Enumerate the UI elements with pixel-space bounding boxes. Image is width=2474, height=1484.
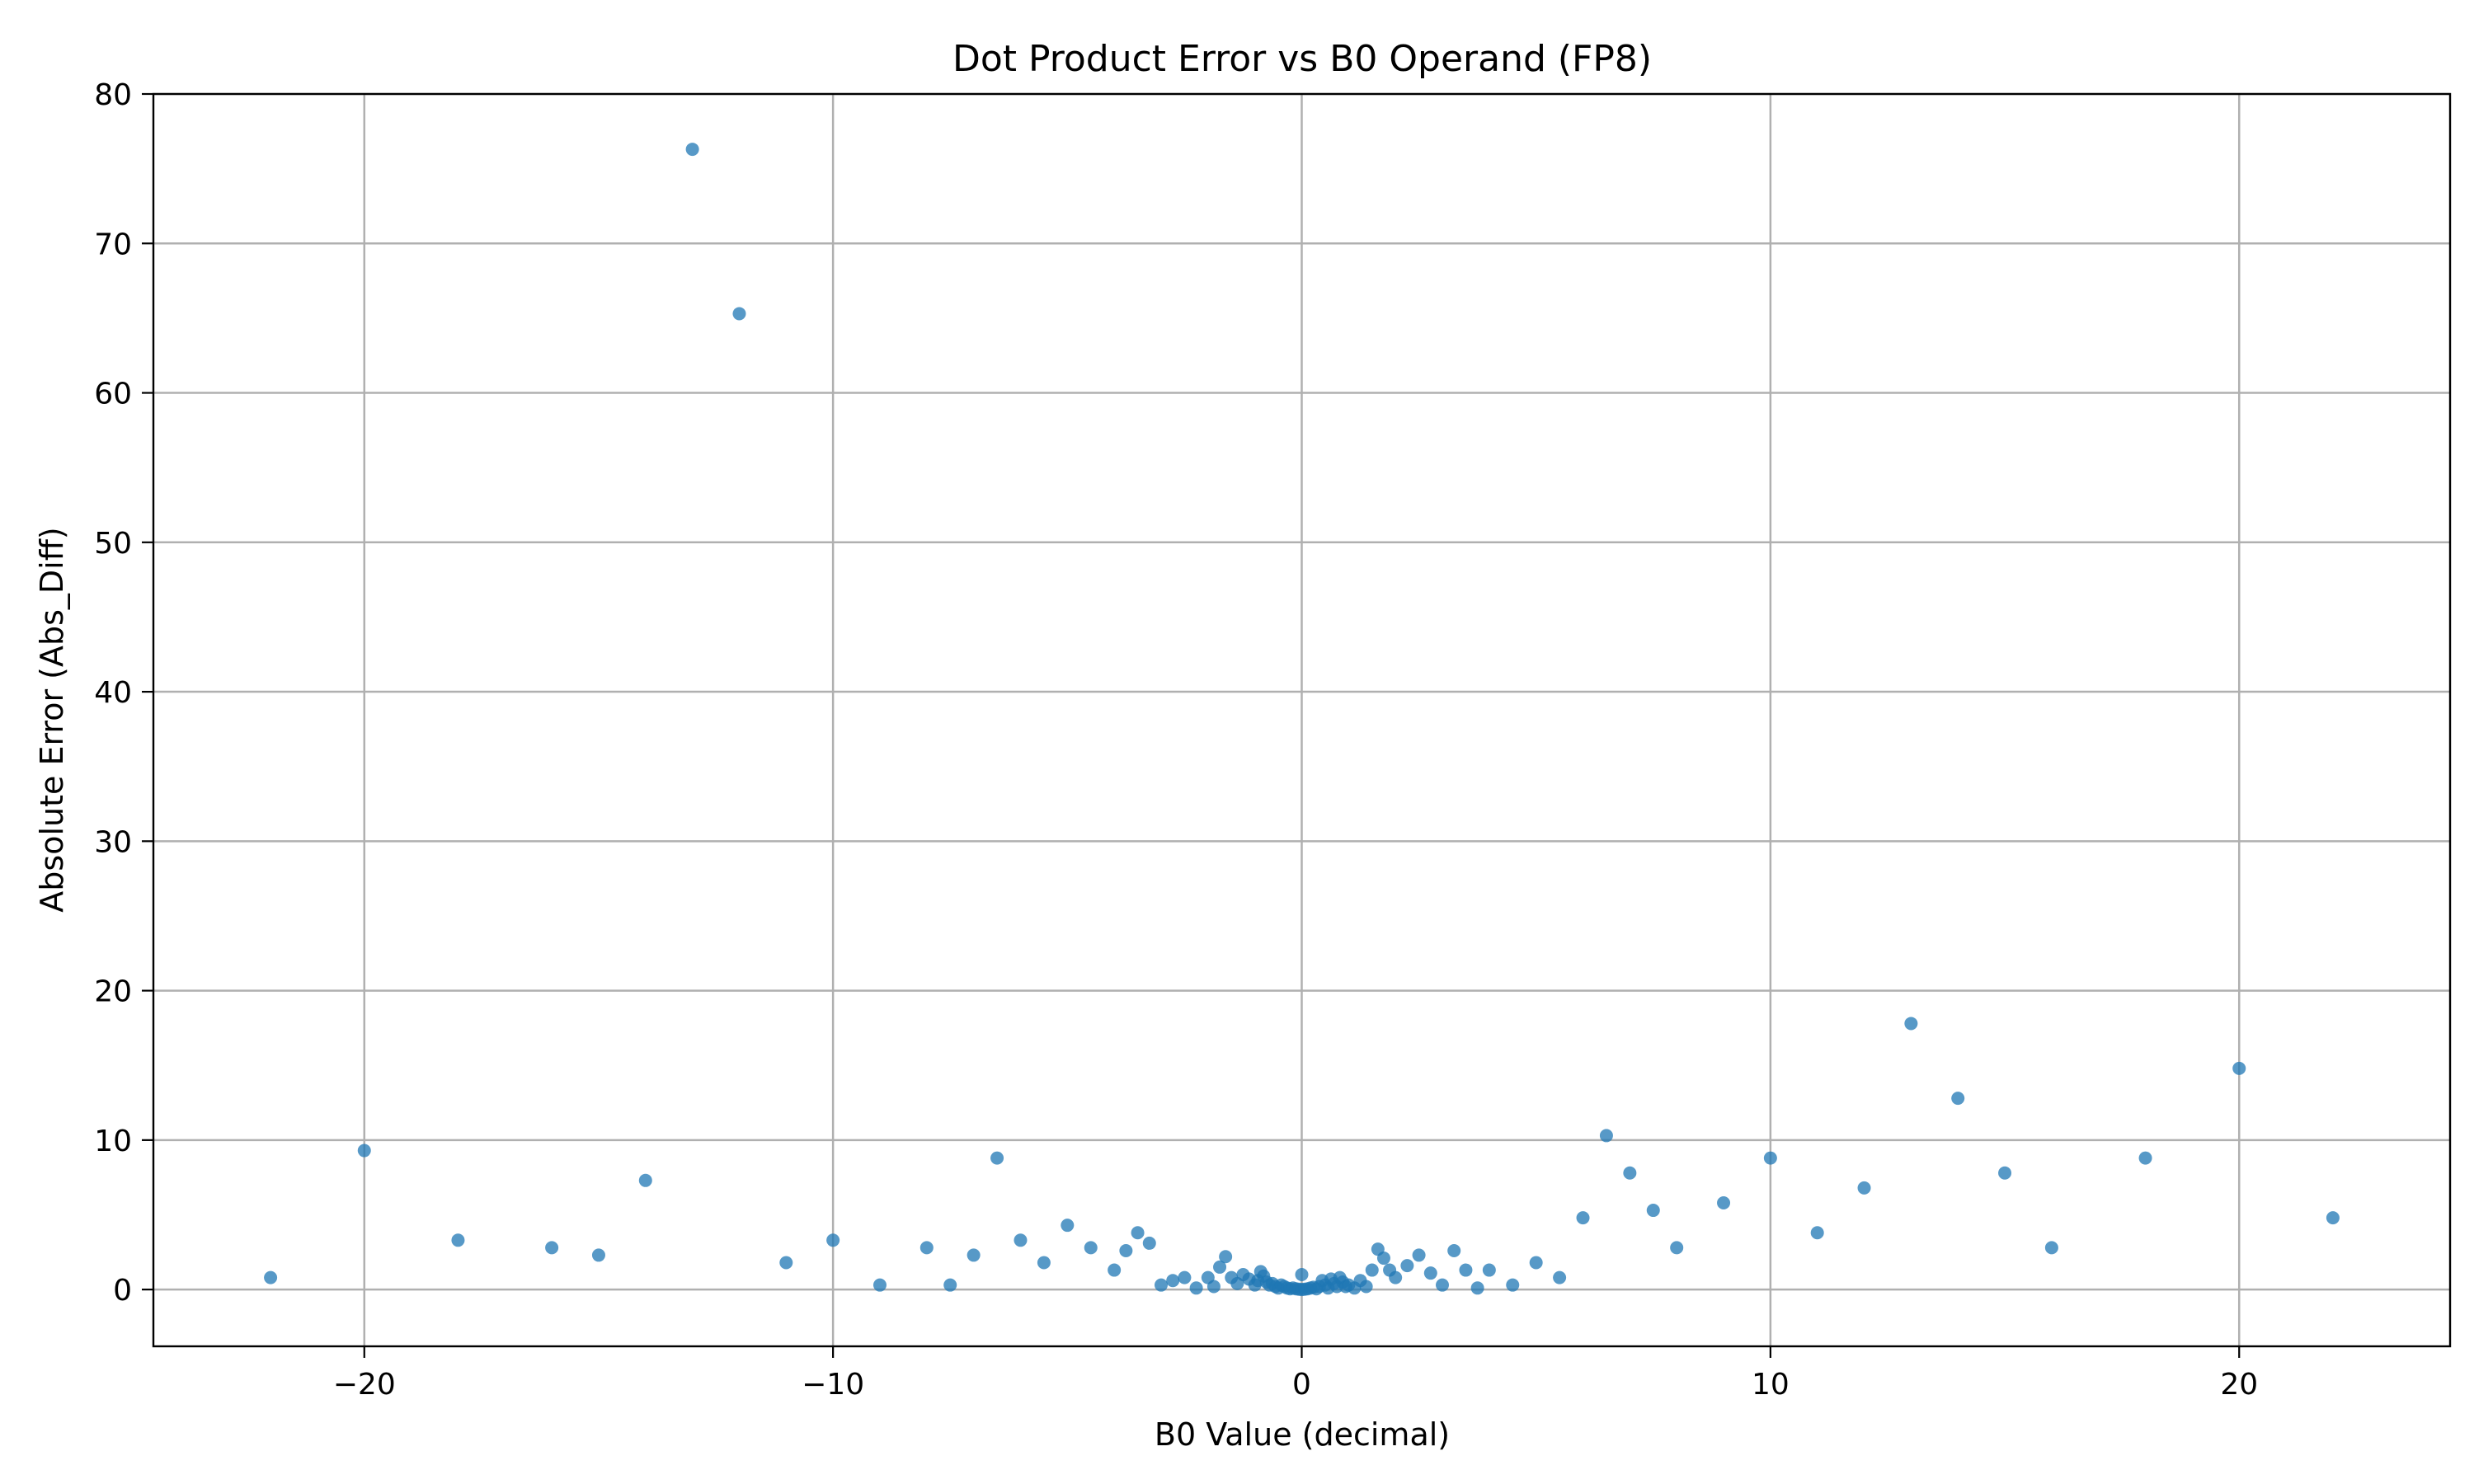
data-point: [967, 1248, 981, 1262]
data-point: [1553, 1270, 1567, 1284]
data-point: [1400, 1259, 1414, 1273]
data-point: [1670, 1241, 1684, 1255]
y-tick-label: 0: [113, 1274, 132, 1308]
y-tick-label: 30: [94, 825, 132, 859]
data-point: [779, 1256, 793, 1270]
data-point: [1037, 1256, 1051, 1270]
data-point: [2044, 1241, 2058, 1255]
data-point: [943, 1278, 957, 1292]
data-point: [638, 1173, 652, 1187]
data-point: [732, 307, 746, 321]
x-tick-label: −10: [802, 1368, 864, 1402]
data-point: [1142, 1236, 1156, 1250]
data-point: [1061, 1219, 1075, 1233]
data-point: [1646, 1204, 1660, 1218]
data-point: [2326, 1211, 2340, 1225]
data-point: [920, 1241, 934, 1255]
y-tick-label: 10: [94, 1125, 132, 1158]
data-point: [1529, 1256, 1543, 1270]
chart-title: Dot Product Error vs B0 Operand (FP8): [952, 38, 1652, 80]
data-point: [1206, 1280, 1221, 1294]
y-axis-label: Absolute Error (Abs_Diff): [34, 527, 70, 912]
data-point: [1295, 1267, 1309, 1281]
data-point: [1763, 1151, 1777, 1165]
y-tick-label: 60: [94, 378, 132, 411]
data-point: [451, 1233, 465, 1247]
data-point: [1014, 1233, 1028, 1247]
y-tick-label: 50: [94, 527, 132, 561]
axis-ticks: −20 −10 0 10 20 0 10 20 30 40 50 60 70 80: [94, 78, 2258, 1402]
data-point: [1108, 1263, 1122, 1277]
data-point: [1810, 1226, 1824, 1240]
data-point: [1189, 1281, 1203, 1295]
data-point: [1904, 1017, 1918, 1031]
data-point: [1506, 1278, 1520, 1292]
data-point: [2232, 1061, 2246, 1075]
data-point: [1084, 1241, 1098, 1255]
data-point: [1359, 1280, 1373, 1294]
data-point: [1423, 1266, 1437, 1280]
data-point: [685, 143, 699, 157]
data-points: [264, 143, 2340, 1297]
y-tick-label: 20: [94, 975, 132, 1009]
x-tick-label: 10: [1752, 1368, 1790, 1402]
data-point: [1998, 1166, 2012, 1180]
data-point: [1119, 1243, 1133, 1257]
data-point: [1436, 1278, 1450, 1292]
data-point: [264, 1270, 278, 1284]
x-tick-label: 0: [1292, 1368, 1311, 1402]
data-point: [1459, 1263, 1473, 1277]
data-point: [1857, 1181, 1871, 1195]
data-point: [1412, 1248, 1426, 1262]
data-point: [2138, 1151, 2152, 1165]
data-point: [1599, 1129, 1613, 1143]
data-point: [1166, 1274, 1180, 1288]
data-point: [1470, 1281, 1484, 1295]
data-point: [1365, 1263, 1379, 1277]
data-point: [591, 1248, 605, 1262]
data-point: [1131, 1226, 1145, 1240]
x-tick-label: 20: [2220, 1368, 2258, 1402]
data-point: [1717, 1195, 1731, 1209]
x-axis-label: B0 Value (decimal): [1155, 1416, 1450, 1453]
data-point: [1482, 1263, 1496, 1277]
data-point: [1219, 1250, 1233, 1264]
data-point: [545, 1241, 559, 1255]
data-point: [1178, 1270, 1192, 1284]
data-point: [1951, 1092, 1965, 1106]
data-point: [1376, 1252, 1390, 1266]
data-point: [1623, 1166, 1637, 1180]
y-tick-label: 40: [94, 676, 132, 710]
data-point: [1154, 1278, 1168, 1292]
y-tick-label: 80: [94, 78, 132, 112]
data-point: [1447, 1243, 1461, 1257]
data-point: [1576, 1211, 1590, 1225]
data-point: [357, 1144, 371, 1158]
data-point: [1213, 1260, 1227, 1274]
x-tick-label: −20: [333, 1368, 396, 1402]
y-tick-label: 70: [94, 228, 132, 261]
data-point: [990, 1151, 1004, 1165]
data-point: [872, 1278, 887, 1292]
data-point: [826, 1233, 840, 1247]
data-point: [1389, 1270, 1403, 1284]
